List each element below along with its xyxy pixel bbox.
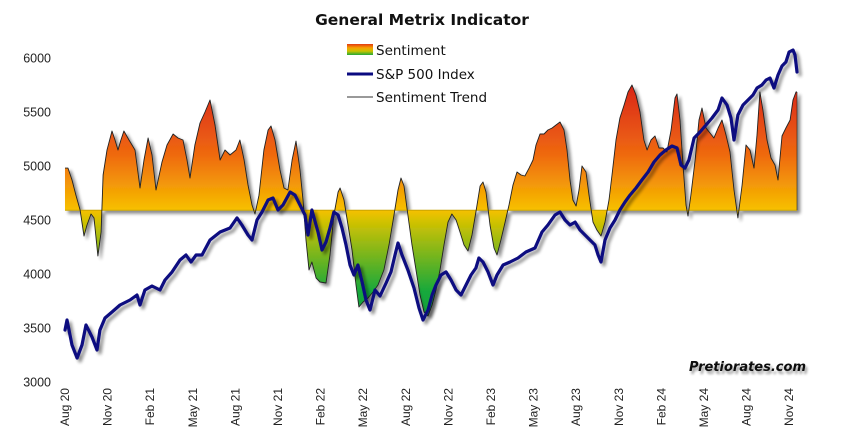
x-tick-label: Nov 21 — [271, 388, 285, 426]
x-tick-label: Feb 21 — [143, 388, 157, 426]
x-tick-label: Aug 22 — [399, 388, 413, 426]
x-tick-label: Aug 24 — [740, 388, 754, 426]
y-tick-label: 4000 — [23, 268, 51, 282]
legend-swatch-sentiment — [347, 44, 373, 55]
y-tick-label: 6000 — [23, 52, 51, 66]
chart-title: General Metrix Indicator — [315, 11, 529, 29]
legend-label-sp500: S&P 500 Index — [376, 67, 475, 83]
legend-label-sentiment: Sentiment — [376, 43, 446, 59]
x-tick-label: May 23 — [527, 388, 541, 428]
x-tick-label: Aug 20 — [58, 388, 72, 426]
legend: Sentiment S&P 500 Index Sentiment Trend — [347, 43, 487, 106]
x-tick-label: May 22 — [356, 388, 370, 428]
x-tick-label: Aug 23 — [569, 388, 583, 426]
legend-label-sentiment-trend: Sentiment Trend — [376, 90, 487, 106]
x-tick-label: Feb 23 — [484, 388, 498, 426]
y-tick-label: 5500 — [23, 106, 51, 120]
watermark: Pretiorates.com — [689, 360, 806, 375]
y-tick-label: 4500 — [23, 214, 51, 228]
x-tick-label: Aug 21 — [228, 388, 242, 426]
x-tick-label: Feb 24 — [654, 388, 668, 426]
y-tick-label: 3000 — [23, 376, 51, 390]
y-tick-label: 5000 — [23, 160, 51, 174]
x-axis: Aug 20 Nov 20 Feb 21 May 21 Aug 21 Nov 21 Feb … — [58, 388, 796, 428]
x-tick-label: May 24 — [697, 388, 711, 428]
sp500-layer — [63, 48, 799, 360]
x-tick-label: Nov 20 — [101, 388, 115, 426]
x-tick-label: Feb 22 — [314, 388, 328, 426]
y-tick-label: 3500 — [23, 322, 51, 336]
sentiment-area — [64, 85, 798, 316]
x-tick-label: May 21 — [186, 388, 200, 428]
sentiment-layer — [64, 84, 798, 317]
y-axis: 6000 5500 5000 4500 4000 3500 3000 — [23, 52, 51, 390]
x-tick-label: Nov 23 — [612, 388, 626, 426]
x-tick-label: Nov 24 — [782, 388, 796, 426]
x-tick-label: Nov 22 — [441, 388, 455, 426]
